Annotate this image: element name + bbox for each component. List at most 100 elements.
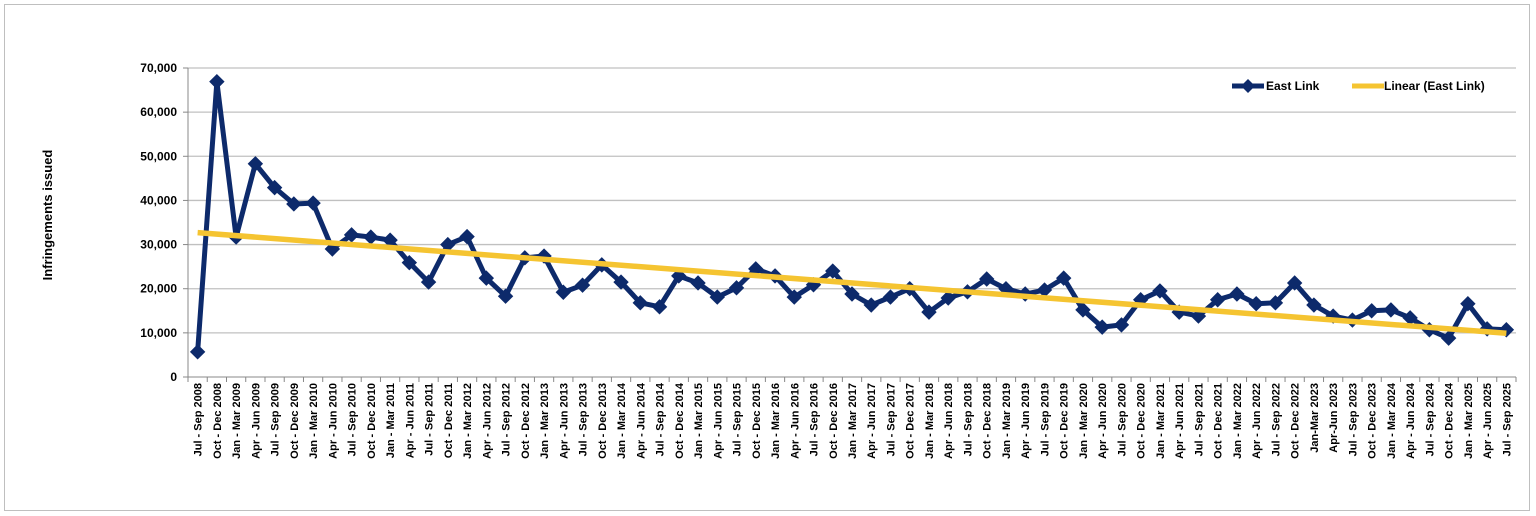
data-point <box>363 229 379 245</box>
data-point <box>613 274 629 290</box>
x-tick-label: Oct - Dec 2013 <box>597 383 609 459</box>
x-tick-label: Jan - Mar 2024 <box>1386 382 1398 459</box>
x-tick-label: Apr - Jun 2018 <box>943 383 955 459</box>
x-tick-label: Oct - Dec 2023 <box>1367 383 1379 459</box>
data-point <box>1383 302 1399 318</box>
data-point <box>1306 297 1322 313</box>
data-point <box>632 295 648 311</box>
x-tick-label: Oct - Dec 2020 <box>1136 383 1148 459</box>
data-point <box>1267 295 1284 311</box>
x-tick-label: Jul - Sep 2015 <box>732 383 744 456</box>
x-tick-label: Jan-Mar 2023 <box>1309 383 1321 453</box>
y-tick-label: 50,000 <box>140 149 177 163</box>
x-tick-label: Jan - Mar 2011 <box>385 383 397 458</box>
x-tick-label: Jul - Sep 2008 <box>193 383 205 456</box>
x-tick-label: Oct - Dec 2016 <box>828 383 840 459</box>
legend-label-east-link: East Link <box>1266 79 1320 93</box>
x-tick-label: Jan - Mar 2021 <box>1155 383 1167 459</box>
x-tick-label: Oct - Dec 2009 <box>289 383 301 459</box>
x-tick-label: Oct - Dec 2018 <box>982 383 994 459</box>
y-axis-title: Infringements issued <box>40 150 55 281</box>
data-point <box>286 196 302 212</box>
x-tick-label: Apr - Jun 2014 <box>635 382 647 459</box>
x-tick-label: Jul - Sep 2010 <box>347 383 359 456</box>
x-tick-label: Jan - Mar 2025 <box>1463 383 1475 459</box>
x-tick-label: Oct - Dec 2010 <box>366 383 378 459</box>
data-point <box>459 228 475 245</box>
x-tick-label: Oct - Dec 2021 <box>1213 383 1225 459</box>
x-tick-label: Jul - Sep 2013 <box>578 383 590 456</box>
data-point <box>1363 303 1380 319</box>
data-point <box>1248 296 1264 312</box>
data-point <box>555 284 572 300</box>
x-tick-label: Apr - Jun 2022 <box>1251 383 1263 459</box>
x-tick-label: Jul - Sep 2017 <box>885 383 897 456</box>
data-point <box>844 286 860 302</box>
data-point <box>305 195 321 211</box>
data-point <box>209 73 225 90</box>
x-tick-label: Jul - Sep 2024 <box>1424 382 1436 456</box>
x-tick-label: Oct - Dec 2015 <box>751 383 763 459</box>
x-tick-label: Apr - Jun 2017 <box>866 383 878 459</box>
data-point <box>786 289 802 305</box>
x-tick-label: Jul - Sep 2009 <box>270 383 282 456</box>
data-point <box>1113 317 1130 333</box>
x-tick-label: Apr - Jun 2021 <box>1174 383 1186 459</box>
legend-marker-diamond-icon <box>1241 79 1255 93</box>
y-tick-label: 10,000 <box>140 326 177 340</box>
data-point <box>1075 302 1091 318</box>
x-tick-label: Jan - Mar 2015 <box>693 383 705 459</box>
y-tick-label: 30,000 <box>140 238 177 252</box>
trendline-linear-east-link <box>197 229 1507 337</box>
x-tick-label: Apr - Jun 2009 <box>250 383 262 459</box>
y-tick-label: 70,000 <box>140 61 177 75</box>
x-tick-label: Apr - Jun 2015 <box>712 383 724 459</box>
data-point <box>420 274 437 290</box>
data-point <box>1286 275 1303 291</box>
series-line-east-link <box>195 79 1507 353</box>
x-tick-label: Oct - Dec 2012 <box>520 383 532 459</box>
data-point <box>1440 330 1457 346</box>
x-tick-label: Jan - Mar 2020 <box>1078 383 1090 459</box>
x-tick-label: Jul - Sep 2022 <box>1270 383 1282 456</box>
x-tick-label: Apr-Jun 2023 <box>1328 383 1340 453</box>
data-point <box>266 179 283 196</box>
data-point <box>882 289 899 305</box>
data-point <box>728 280 745 296</box>
data-point <box>497 288 514 304</box>
x-tick-label: Oct - Dec 2008 <box>212 383 224 459</box>
data-point <box>709 289 725 305</box>
x-tick-label: Jul - Sep 2014 <box>655 382 667 456</box>
x-tick-label: Oct - Dec 2024 <box>1444 382 1456 459</box>
y-tick-label: 40,000 <box>140 193 177 207</box>
x-tick-label: Apr - Jun 2019 <box>1020 383 1032 459</box>
x-tick-label: Jan - Mar 2018 <box>924 383 936 459</box>
x-tick-label: Apr - Jun 2024 <box>1405 382 1417 459</box>
data-point <box>921 304 937 320</box>
data-point <box>1094 319 1110 335</box>
x-tick-label: Jul - Sep 2020 <box>1116 383 1128 456</box>
x-tick-label: Oct - Dec 2019 <box>1059 383 1071 459</box>
data-point <box>574 277 591 293</box>
x-tick-label: Jul - Sep 2023 <box>1347 383 1359 456</box>
x-tick-label: Oct - Dec 2014 <box>674 382 686 459</box>
data-point <box>979 271 995 287</box>
x-tick-label: Oct - Dec 2017 <box>905 383 917 459</box>
y-tick-label: 20,000 <box>140 282 177 296</box>
x-tick-label: Jul - Sep 2012 <box>501 383 513 456</box>
x-tick-label: Jan - Mar 2022 <box>1232 383 1244 459</box>
x-tick-label: Oct - Dec 2022 <box>1290 383 1302 459</box>
x-tick-label: Jan - Mar 2009 <box>231 383 243 459</box>
legend-label-linear: Linear (East Link) <box>1384 79 1485 93</box>
data-point <box>189 344 206 360</box>
x-tick-label: Jul - Sep 2016 <box>809 383 821 456</box>
data-point <box>940 290 956 306</box>
data-point <box>1056 270 1072 286</box>
chart-frame <box>4 4 1530 511</box>
data-point <box>651 299 668 315</box>
x-tick-label: Jul - Sep 2019 <box>1039 383 1051 456</box>
x-tick-label: Jul - Sep 2021 <box>1193 383 1205 456</box>
data-point <box>690 275 706 291</box>
data-point <box>247 156 264 172</box>
x-tick-label: Apr - Jun 2010 <box>327 383 339 459</box>
